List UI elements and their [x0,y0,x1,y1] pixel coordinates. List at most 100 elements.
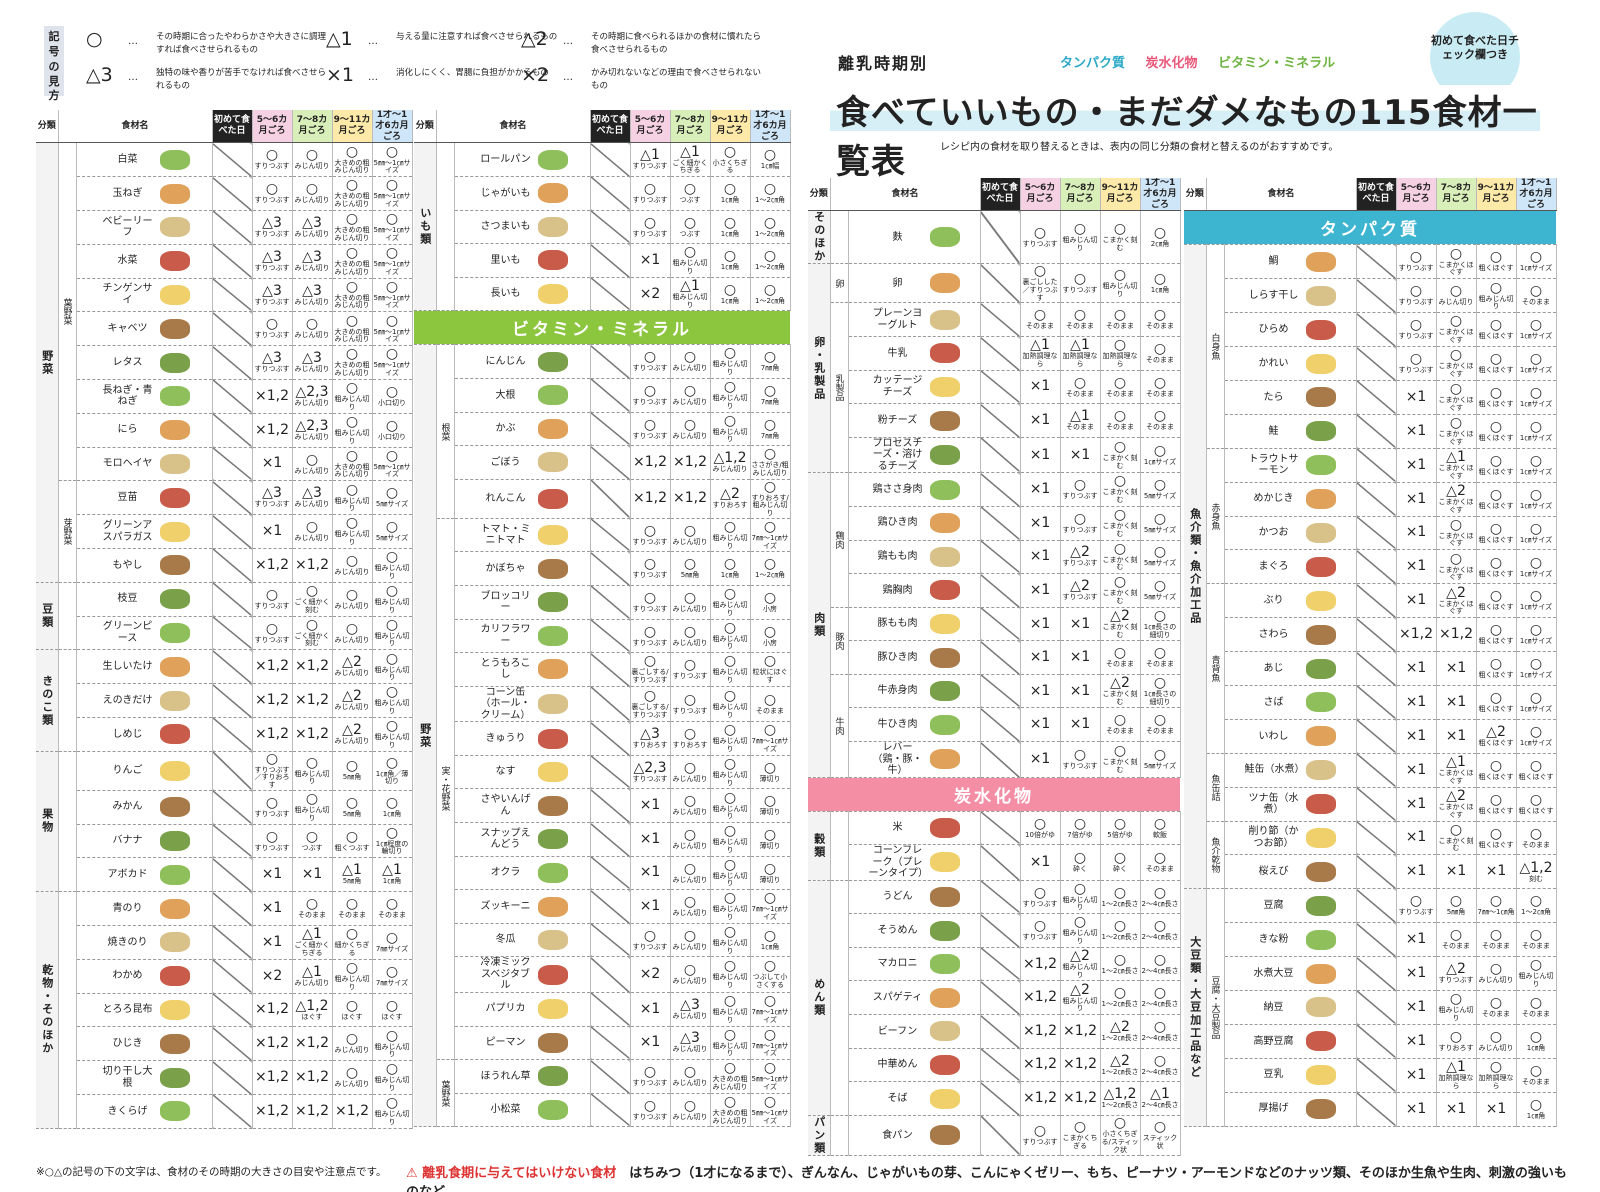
first-date-checkbox[interactable] [980,437,1021,474]
first-date-checkbox[interactable] [590,652,631,687]
first-date-checkbox[interactable] [212,210,253,245]
first-date-checkbox[interactable] [212,379,253,414]
first-date-checkbox[interactable] [212,582,253,617]
first-date-checkbox[interactable] [212,278,253,313]
first-date-checkbox[interactable] [980,913,1021,948]
first-date-checkbox[interactable] [212,616,253,651]
first-date-checkbox[interactable] [212,514,253,549]
first-date-checkbox[interactable] [212,1094,253,1129]
first-date-checkbox[interactable] [590,551,631,586]
first-date-checkbox[interactable] [980,811,1021,846]
first-date-checkbox[interactable] [590,1093,631,1128]
first-date-checkbox[interactable] [590,755,631,790]
first-date-checkbox[interactable] [212,480,253,516]
first-date-checkbox[interactable] [1356,821,1397,856]
first-date-checkbox[interactable] [1356,922,1397,958]
first-date-checkbox[interactable] [1356,549,1397,585]
first-date-checkbox[interactable] [1356,312,1397,348]
first-date-checkbox[interactable] [1356,888,1397,924]
first-date-checkbox[interactable] [1356,990,1397,1025]
first-date-checkbox[interactable] [590,1026,631,1061]
first-date-checkbox[interactable] [1356,651,1397,686]
first-date-checkbox[interactable] [980,880,1021,915]
first-date-checkbox[interactable] [980,1048,1021,1083]
first-date-checkbox[interactable] [1356,753,1397,788]
first-date-checkbox[interactable] [590,445,631,480]
first-date-checkbox[interactable] [980,607,1021,642]
first-date-checkbox[interactable] [1356,482,1397,517]
first-date-checkbox[interactable] [212,244,253,279]
first-date-checkbox[interactable] [212,1026,253,1062]
first-date-checkbox[interactable] [212,790,253,825]
first-date-checkbox[interactable] [212,717,253,752]
first-date-checkbox[interactable] [590,142,631,177]
first-date-checkbox[interactable] [980,947,1021,982]
first-date-checkbox[interactable] [980,263,1021,304]
first-date-checkbox[interactable] [980,573,1021,608]
first-date-checkbox[interactable] [1356,1058,1397,1093]
first-date-checkbox[interactable] [590,856,631,891]
first-date-checkbox[interactable] [1356,414,1397,449]
first-date-checkbox[interactable] [1356,448,1397,483]
first-date-checkbox[interactable] [212,142,253,178]
first-date-checkbox[interactable] [212,1060,253,1095]
first-date-checkbox[interactable] [980,980,1021,1016]
first-date-checkbox[interactable] [212,447,253,482]
first-date-checkbox[interactable] [1356,719,1397,754]
first-date-checkbox[interactable] [590,243,631,278]
first-date-checkbox[interactable] [980,302,1021,338]
first-date-checkbox[interactable] [212,345,253,380]
first-date-checkbox[interactable] [980,540,1021,575]
first-date-checkbox[interactable] [980,640,1021,675]
first-date-checkbox[interactable] [980,506,1021,541]
first-date-checkbox[interactable] [1356,854,1397,890]
first-date-checkbox[interactable] [590,412,631,447]
first-date-checkbox[interactable] [980,1115,1021,1156]
first-date-checkbox[interactable] [212,751,253,791]
first-date-checkbox[interactable] [590,889,631,924]
first-date-checkbox[interactable] [590,1059,631,1094]
first-date-checkbox[interactable] [980,210,1021,265]
first-date-checkbox[interactable] [212,993,253,1028]
first-date-checkbox[interactable] [212,413,253,448]
first-date-checkbox[interactable] [1356,685,1397,720]
first-date-checkbox[interactable] [1356,787,1397,822]
first-date-checkbox[interactable] [1356,516,1397,551]
first-date-checkbox[interactable] [980,741,1021,778]
first-date-checkbox[interactable] [980,403,1021,438]
first-date-checkbox[interactable] [590,822,631,857]
first-date-checkbox[interactable] [590,378,631,413]
first-date-checkbox[interactable] [980,472,1021,507]
first-date-checkbox[interactable] [212,959,253,994]
first-date-checkbox[interactable] [212,311,253,347]
first-date-checkbox[interactable] [1356,278,1397,314]
first-date-checkbox[interactable] [590,956,631,993]
first-date-checkbox[interactable] [1356,346,1397,381]
first-date-checkbox[interactable] [980,707,1021,743]
first-date-checkbox[interactable] [590,344,631,379]
first-date-checkbox[interactable] [212,857,253,893]
first-date-checkbox[interactable] [590,518,631,553]
first-date-checkbox[interactable] [212,548,253,583]
first-date-checkbox[interactable] [590,210,631,245]
first-date-checkbox[interactable] [1356,1092,1397,1127]
first-date-checkbox[interactable] [212,824,253,859]
first-date-checkbox[interactable] [980,844,1021,881]
first-date-checkbox[interactable] [590,277,631,312]
first-date-checkbox[interactable] [1356,617,1397,653]
first-date-checkbox[interactable] [590,176,631,211]
first-date-checkbox[interactable] [1356,583,1397,619]
first-date-checkbox[interactable] [590,479,631,519]
first-date-checkbox[interactable] [212,649,253,685]
first-date-checkbox[interactable] [590,721,631,756]
first-date-checkbox[interactable] [590,585,631,620]
first-date-checkbox[interactable] [590,992,631,1027]
first-date-checkbox[interactable] [980,336,1021,371]
first-date-checkbox[interactable] [590,923,631,958]
first-date-checkbox[interactable] [1356,380,1397,415]
first-date-checkbox[interactable] [212,176,253,211]
first-date-checkbox[interactable] [590,619,631,654]
first-date-checkbox[interactable] [980,1014,1021,1049]
first-date-checkbox[interactable] [980,1081,1021,1116]
first-date-checkbox[interactable] [1356,956,1397,991]
